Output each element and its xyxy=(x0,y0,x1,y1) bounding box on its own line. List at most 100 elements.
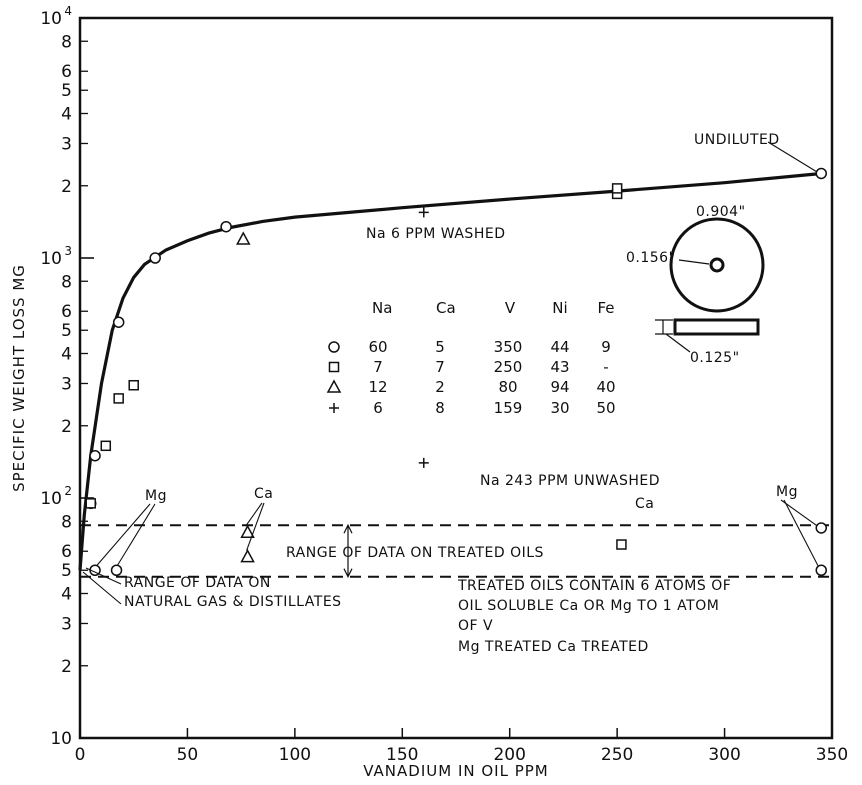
table-header: V xyxy=(505,299,516,317)
table-cell: 40 xyxy=(596,378,615,396)
x-tick-label: 100 xyxy=(279,745,311,765)
table-cell: 44 xyxy=(550,338,569,356)
y-minor-tick-label: 4 xyxy=(61,105,72,125)
table-header: Fe xyxy=(597,299,614,317)
y-minor-tick-label: 6 xyxy=(61,62,72,82)
y-major-tick-exponent: 2 xyxy=(64,484,72,498)
circle-point xyxy=(816,565,826,575)
inner-dim-label: 0.156" xyxy=(626,250,676,266)
table-cell: 5 xyxy=(435,338,445,356)
y-major-tick-exponent: 3 xyxy=(64,244,72,258)
circle-point xyxy=(90,451,100,461)
y-minor-tick-label: 6 xyxy=(61,302,72,322)
treated-note-line-1: TREATED OILS CONTAIN 6 ATOMS OF xyxy=(457,578,731,594)
x-tick-label: 250 xyxy=(601,745,633,765)
y-minor-tick-label: 4 xyxy=(61,585,72,605)
table-row-marker xyxy=(328,381,340,392)
table-header: Na xyxy=(372,299,392,317)
disc-inner xyxy=(711,259,723,271)
ca-mid-leader-2 xyxy=(247,503,264,551)
table-cell: 6 xyxy=(373,399,383,417)
circle-point xyxy=(150,253,160,263)
square-point xyxy=(101,441,110,450)
y-major-tick-exponent: 4 xyxy=(64,4,72,18)
y-minor-tick-label: 3 xyxy=(61,614,72,634)
range-natural-label-1: RANGE OF DATA ON xyxy=(124,575,271,591)
circle-point xyxy=(816,523,826,533)
disc-outer xyxy=(671,219,763,311)
circle-point xyxy=(221,222,231,232)
y-minor-tick-label: 5 xyxy=(61,81,72,101)
plus-point xyxy=(419,207,429,217)
table-cell: 7 xyxy=(373,358,383,376)
square-point xyxy=(617,540,626,549)
x-tick-label: 0 xyxy=(75,745,86,765)
mg-left-label: Mg xyxy=(145,488,167,504)
y-major-tick-label: 10 xyxy=(40,489,62,509)
y-minor-tick-label: 4 xyxy=(61,345,72,365)
mg-right-leader-2 xyxy=(784,500,818,566)
y-minor-tick-label: 2 xyxy=(61,657,72,677)
triangle-point xyxy=(242,551,254,562)
thickness-leader xyxy=(666,334,690,352)
table-cell: 50 xyxy=(596,399,615,417)
table-header: Ni xyxy=(552,299,567,317)
y-minor-tick-label: 8 xyxy=(61,272,72,292)
table-cell: 12 xyxy=(368,378,387,396)
table-cell: 80 xyxy=(498,378,517,396)
plot-frame xyxy=(80,18,832,738)
treated-note-line-2: OIL SOLUBLE Ca OR Mg TO 1 ATOM xyxy=(458,598,719,614)
circle-point xyxy=(112,565,122,575)
y-major-tick-label: 10 xyxy=(40,249,62,269)
y-minor-tick-label: 2 xyxy=(61,177,72,197)
table-cell: 7 xyxy=(435,358,445,376)
outer-dim-label: 0.904" xyxy=(696,204,746,220)
y-axis-label: SPECIFIC WEIGHT LOSS MG xyxy=(10,264,28,492)
range-treated-label: RANGE OF DATA ON TREATED OILS xyxy=(286,545,544,561)
composition-table: Na Ca V Ni Fe 60 5 350 44 9 7 7 250 43 - 12 2 80 94 40 6 8 159… xyxy=(328,299,616,417)
table-cell: 30 xyxy=(550,399,569,417)
table-cell: 94 xyxy=(550,378,569,396)
x-tick-label: 350 xyxy=(816,745,848,765)
inner-dim-leader xyxy=(679,260,709,264)
na-washed-label: Na 6 PPM WASHED xyxy=(366,226,505,242)
square-point xyxy=(129,381,138,390)
y-minor-tick-label: 3 xyxy=(61,374,72,394)
y-minor-tick-label: 5 xyxy=(61,561,72,581)
undiluted-label: UNDILUTED xyxy=(694,132,780,148)
square-point xyxy=(613,184,622,193)
table-cell: 350 xyxy=(494,338,523,356)
table-row-marker xyxy=(330,363,339,372)
table-cell: 43 xyxy=(550,358,569,376)
table-cell: 250 xyxy=(494,358,523,376)
table-cell: 60 xyxy=(368,338,387,356)
square-point xyxy=(86,499,95,508)
table-row-marker xyxy=(329,342,339,352)
y-major-tick-label: 10 xyxy=(50,729,72,749)
table-cell: 9 xyxy=(601,338,611,356)
range-natural-label-2: NATURAL GAS & DISTILLATES xyxy=(124,594,342,610)
y-minor-tick-label: 8 xyxy=(61,32,72,52)
y-minor-tick-label: 6 xyxy=(61,542,72,562)
y-minor-tick-label: 8 xyxy=(61,512,72,532)
y-minor-tick-label: 3 xyxy=(61,134,72,154)
x-axis-label: VANADIUM IN OIL PPM xyxy=(363,762,549,780)
table-cell: 8 xyxy=(435,399,445,417)
specimen-disc-diagram: 0.904" 0.156" 0.125" xyxy=(626,204,763,366)
treated-note-line-3: OF V xyxy=(458,618,493,634)
y-minor-tick-label: 2 xyxy=(61,417,72,437)
square-point xyxy=(114,394,123,403)
y-major-tick-label: 10 xyxy=(40,9,62,29)
table-header: Ca xyxy=(436,299,456,317)
na-unwashed-label: Na 243 PPM UNWASHED xyxy=(480,473,660,489)
table-cell: 2 xyxy=(435,378,445,396)
y-minor-tick-label: 5 xyxy=(61,321,72,341)
table-cell: - xyxy=(603,358,608,376)
circle-point xyxy=(816,168,826,178)
treated-note-line-4: Mg TREATED Ca TREATED xyxy=(458,639,649,655)
plus-point xyxy=(419,458,429,468)
mg-right-label: Mg xyxy=(776,484,798,500)
table-cell: 159 xyxy=(494,399,523,417)
circle-point xyxy=(114,317,124,327)
